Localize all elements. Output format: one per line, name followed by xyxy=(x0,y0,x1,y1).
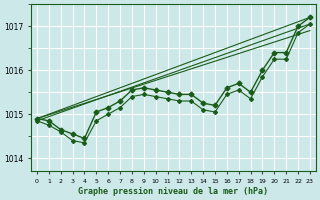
X-axis label: Graphe pression niveau de la mer (hPa): Graphe pression niveau de la mer (hPa) xyxy=(78,187,268,196)
